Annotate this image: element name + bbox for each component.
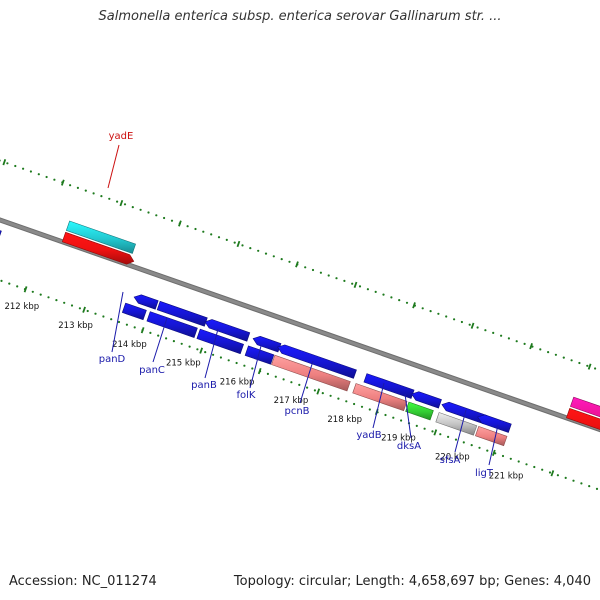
gene-label-panB[interactable]: panB (191, 380, 217, 391)
scale-tick-label: 221 kbp (489, 471, 524, 481)
scale-tick-label: 214 kbp (112, 340, 147, 350)
gene-label-yadE[interactable]: yadE (109, 131, 134, 142)
gene-block[interactable] (121, 302, 147, 321)
gene-label-pcnB[interactable]: pcnB (284, 406, 309, 417)
gene-label-ligT[interactable]: ligT (475, 468, 494, 479)
gene-leader-line (249, 345, 262, 389)
gene-block[interactable] (566, 408, 600, 441)
gene-block[interactable] (411, 391, 442, 409)
gene-block[interactable] (363, 373, 415, 399)
gene-leader-line (454, 409, 467, 453)
gene-leader-line (372, 382, 385, 429)
gene-label-folK[interactable]: folK (237, 390, 256, 401)
gene-label-dksA[interactable]: dksA (397, 441, 421, 452)
scale-tick-label: 218 kbp (327, 415, 362, 425)
gene-leader-line (107, 144, 120, 189)
gene-block[interactable] (475, 426, 508, 447)
gene-block[interactable] (133, 294, 159, 310)
gene-leader-line (404, 393, 412, 439)
gene-block[interactable] (435, 412, 478, 436)
gene-leader-line (152, 317, 168, 363)
gene-label-sfsA[interactable]: sfsA (440, 455, 461, 466)
gene-block[interactable] (252, 335, 282, 353)
gene-leader-line (111, 291, 124, 353)
gene-block[interactable] (204, 319, 251, 342)
scale-tick-label: 212 kbp (4, 302, 39, 312)
gene-labels: yadE panD panC panB folK pcnB yadB dksA sfsA ligT (99, 131, 499, 479)
gene-block[interactable] (156, 300, 208, 327)
scale-tick-label: 220 kbp (435, 453, 470, 463)
scale-tick-label: 215 kbp (166, 359, 201, 369)
gene-block[interactable] (570, 396, 600, 430)
scale-ticks: 212 kbp 213 kbp 214 kbp 215 kbp 216 kbp 217 k… (4, 302, 523, 481)
gene-block[interactable] (146, 311, 198, 338)
gene-block[interactable] (477, 414, 512, 433)
genome-title: Salmonella enterica subsp. enterica sero… (98, 9, 502, 24)
inner-dotted-track (0, 279, 599, 490)
gene-block[interactable] (271, 354, 351, 392)
gene-leader-line (488, 424, 499, 466)
gene-block[interactable] (61, 231, 135, 265)
gene-block[interactable] (277, 344, 357, 379)
scale-tick-label: 213 kbp (58, 321, 93, 331)
gene-label-panD[interactable]: panD (99, 354, 126, 365)
gene-block[interactable] (244, 345, 275, 365)
scale-tick-label: 216 kbp (220, 377, 255, 387)
gene-block[interactable] (65, 220, 136, 254)
accession-text: Accession: NC_011274 (9, 574, 157, 589)
gene-leader-line (204, 328, 219, 379)
gene-block[interactable] (441, 401, 488, 425)
scale-tick-label: 219 kbp (381, 434, 416, 444)
gene-label-panC[interactable]: panC (139, 365, 165, 376)
topology-summary: Topology: circular; Length: 4,658,697 bp… (233, 574, 591, 589)
scale-tick-label: 217 kbp (274, 396, 309, 406)
gene-leader-line (299, 360, 314, 404)
outer-dotted-track (0, 159, 597, 370)
gene-block[interactable] (196, 328, 244, 355)
gene-block[interactable] (352, 383, 408, 412)
gene-label-yadB[interactable]: yadB (356, 430, 381, 441)
gene-block[interactable] (0, 223, 2, 239)
